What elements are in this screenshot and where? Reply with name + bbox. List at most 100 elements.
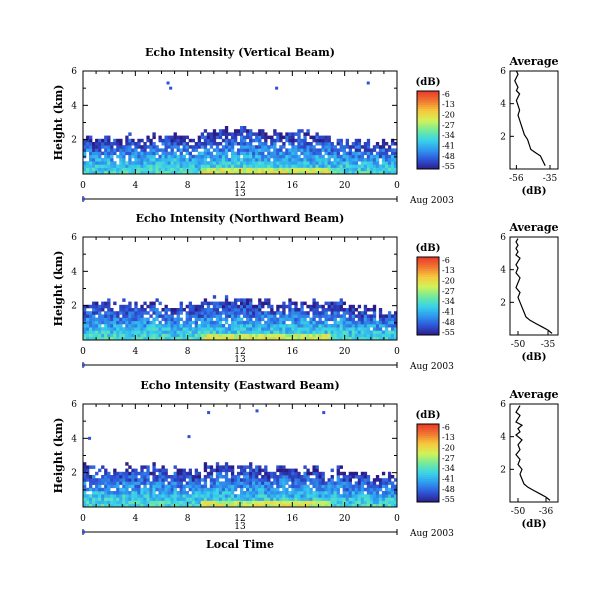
- echo-cell: [131, 311, 135, 315]
- echo-cell: [83, 333, 87, 338]
- echo-cell: [345, 494, 349, 498]
- echo-cell: [236, 167, 241, 172]
- echo-cell: [194, 333, 199, 338]
- echo-cell: [206, 494, 211, 498]
- echo-cell: [366, 500, 371, 505]
- echo-cell: [173, 336, 177, 341]
- echo-cell: [297, 154, 301, 159]
- echo-cell: [107, 475, 111, 479]
- echo-cell: [233, 500, 238, 505]
- echo-cell: [327, 308, 331, 312]
- echo-cell: [333, 491, 337, 495]
- echo-cell: [104, 138, 108, 143]
- echo-cell: [360, 500, 365, 505]
- echo-cell: [194, 317, 199, 322]
- echo-cell: [363, 164, 368, 168]
- echo-cell: [233, 167, 238, 172]
- echo-cell: [273, 475, 277, 479]
- echo-cell: [309, 336, 313, 341]
- echo-cell: [309, 500, 313, 505]
- echo-cell: [249, 471, 253, 476]
- echo-cell: [267, 301, 271, 306]
- echo-cell: [110, 161, 114, 165]
- echo-cell: [285, 148, 289, 152]
- echo-cell: [131, 138, 135, 143]
- echo-cell: [387, 314, 392, 318]
- echo-cell: [255, 164, 259, 168]
- colorbar-segment: [417, 159, 439, 162]
- echo-cell: [330, 500, 334, 505]
- echo-cell: [315, 336, 319, 341]
- echo-cell: [312, 167, 316, 172]
- echo-cell: [249, 135, 253, 140]
- echo-cell: [273, 164, 277, 168]
- echo-cell: [258, 164, 262, 168]
- echo-cell: [393, 478, 398, 482]
- echo-cell: [360, 481, 365, 485]
- echo-cell: [83, 336, 87, 341]
- echo-cell: [116, 164, 120, 168]
- echo-cell: [294, 330, 298, 334]
- colorbar-tick-label: -41: [442, 141, 455, 150]
- echo-cell: [381, 320, 386, 325]
- echo-cell: [255, 481, 259, 485]
- echo-cell: [173, 317, 177, 322]
- echo-cell: [128, 151, 132, 156]
- echo-cell: [288, 158, 292, 162]
- echo-cell: [101, 320, 105, 325]
- echo-cell: [107, 158, 111, 162]
- echo-cell: [303, 158, 307, 162]
- echo-cell: [342, 481, 346, 485]
- echo-cell: [119, 154, 123, 159]
- panel-3: Echo Intensity (Eastward Beam)0 4 8 12 16 20 0…: [52, 379, 559, 539]
- echo-cell: [131, 324, 135, 328]
- echo-cell: [255, 468, 259, 473]
- echo-cell: [218, 484, 223, 489]
- echo-cell: [294, 317, 298, 322]
- echo-cell: [327, 154, 331, 159]
- echo-cell: [131, 317, 135, 322]
- panel-title: Echo Intensity (Vertical Beam): [145, 46, 335, 59]
- echo-cell: [176, 161, 180, 165]
- echo-cell: [348, 324, 353, 328]
- echo-cell: [276, 138, 280, 143]
- colorbar-tick-label: -27: [442, 454, 455, 463]
- echo-cell: [246, 161, 250, 165]
- colorbar-segment: [417, 319, 439, 322]
- echo-cell: [104, 314, 108, 318]
- echo-cell: [279, 132, 283, 136]
- echo-cell: [209, 478, 214, 482]
- echo-cell: [194, 475, 199, 479]
- echo-cell: [125, 167, 129, 172]
- echo-cell: [261, 167, 265, 172]
- echo-cell: [282, 324, 286, 328]
- echo-cell: [164, 471, 168, 476]
- echo-cell: [104, 161, 108, 165]
- echo-cell: [258, 327, 262, 331]
- echo-cell: [206, 301, 211, 306]
- echo-cell: [249, 500, 253, 505]
- echo-cell: [101, 500, 105, 505]
- echo-cell: [209, 487, 214, 492]
- echo-cell: [188, 154, 192, 159]
- echo-cell: [155, 151, 159, 156]
- echo-cell: [218, 494, 223, 498]
- echo-cell: [170, 145, 174, 149]
- echo-cell: [209, 468, 214, 473]
- echo-cell: [300, 333, 304, 338]
- echo-cell: [381, 148, 386, 152]
- echo-cell: [357, 475, 362, 479]
- echo-cell: [89, 475, 93, 479]
- echo-cell: [170, 138, 174, 143]
- echo-cell: [288, 494, 292, 498]
- echo-cell: [255, 320, 259, 325]
- echo-cell: [98, 308, 102, 312]
- echo-cell: [164, 500, 168, 505]
- echo-cell: [176, 308, 180, 312]
- echo-cell: [249, 170, 253, 175]
- echo-cell: [140, 330, 144, 334]
- echo-cell: [243, 142, 247, 146]
- echo-cell: [267, 314, 271, 318]
- echo-cell: [236, 478, 241, 482]
